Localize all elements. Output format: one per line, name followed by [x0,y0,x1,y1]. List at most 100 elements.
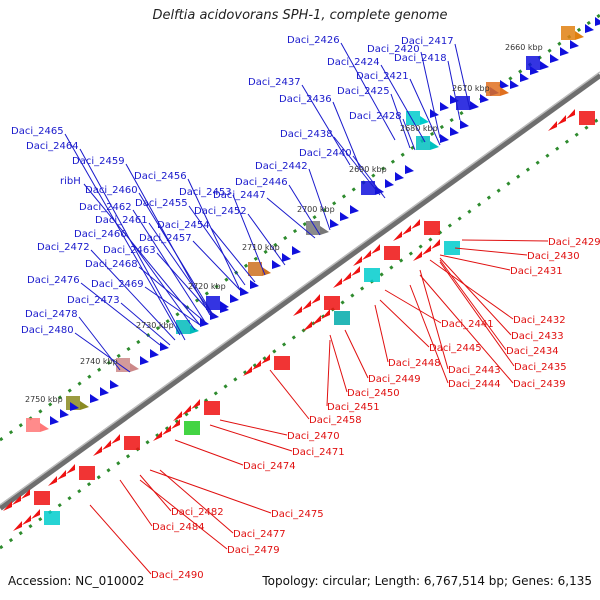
forward-gene-label: Daci_2480 [21,325,74,336]
reverse-gene-label: Daci_2479 [227,545,280,556]
reverse-gene-block [413,239,460,261]
forward-gene-label: Daci_2455 [135,198,188,209]
scale-label: 2680 kbp [400,124,438,133]
forward-gene-block [306,205,359,235]
reverse-gene-label: Daci_2444 [448,379,501,390]
forward-gene-block [526,40,579,70]
forward-gene-block [66,380,119,410]
reverse-gene-label: Daci_2430 [527,251,580,262]
reverse-gene-label: Daci_2439 [513,379,566,390]
forward-gene-label: Daci_2459 [72,156,125,167]
forward-gene-label: Daci_2426 [287,35,340,46]
reverse-gene-label: Daci_2443 [448,365,501,376]
reverse-gene-label: Daci_2482 [171,507,224,518]
reverse-gene-block [3,489,50,511]
reverse-gene-block [173,399,220,421]
reverse-gene-label: Daci_2432 [513,315,566,326]
forward-gene-label: Daci_2420 [367,44,420,55]
genome-backbone [0,71,600,511]
gene-features [3,17,600,531]
scale-label: 2660 kbp [505,43,543,52]
forward-gene-label: Daci_2440 [299,148,352,159]
reverse-gene-label: Daci_2431 [510,266,563,277]
reverse-gene-block [293,294,340,316]
scale-label: 2710 kbp [242,243,280,252]
reverse-gene-label: Daci_2434 [506,346,559,357]
forward-gene-label: Daci_2442 [255,161,308,172]
forward-gene-label: Daci_2473 [67,295,120,306]
scale-label: 2740 kbp [80,357,118,366]
forward-gene-label: Daci_2447 [213,190,266,201]
forward-gene-label: Daci_2452 [194,206,247,217]
forward-gene-label: Daci_2462 [79,202,132,213]
reverse-gene-label: Daci_2484 [152,522,205,533]
forward-gene-label: Daci_2463 [103,245,156,256]
reverse-gene-label: Daci_2448 [388,358,441,369]
forward-gene-label: Daci_2468 [85,259,138,270]
forward-gene-label: Daci_2421 [356,71,409,82]
forward-gene-block [116,342,169,372]
forward-gene-label: ribH [60,176,81,187]
reverse-gene-block [48,464,95,486]
genome-summary-text: Topology: circular; Length: 6,767,514 bp… [262,574,592,588]
scale-label: 2720 kbp [188,282,226,291]
reverse-gene-block [353,244,400,266]
forward-gene-block [26,402,79,432]
forward-gene-label: Daci_2437 [248,77,301,88]
reverse-gene-label: Daci_2450 [347,388,400,399]
reverse-gene-label: Daci_2429 [548,237,600,248]
reverse-gene-block [13,509,60,531]
scale-label: 2690 kbp [349,165,387,174]
forward-gene-label: Daci_2478 [25,309,78,320]
reverse-gene-block [333,266,380,288]
reverse-gene-label: Daci_2471 [292,447,345,458]
scale-label: 2730 kbp [136,321,174,330]
reverse-gene-block [243,354,290,376]
reverse-gene-label: Daci_2470 [287,431,340,442]
forward-gene-block [416,120,469,150]
forward-gene-label: Daci_2461 [95,215,148,226]
forward-gene-label: Daci_2460 [85,185,138,196]
reverse-gene-label: Daci_2477 [233,529,286,540]
reverse-gene-label: Daci_2451 [327,402,380,413]
reverse-gene-block [153,419,200,441]
forward-gene-label: Daci_2438 [280,129,333,140]
forward-gene-label: Daci_2456 [134,171,187,182]
reverse-gene-block [93,434,140,456]
forward-gene-label: Daci_2464 [26,141,79,152]
forward-gene-label: Daci_2469 [91,279,144,290]
reverse-gene-label: Daci_2449 [368,374,421,385]
reverse-gene-label: Daci_2435 [514,362,567,373]
label-leader-lines [64,42,549,575]
reverse-gene-label: Daci_2475 [271,509,324,520]
forward-gene-label: Daci_2476 [27,275,80,286]
forward-gene-label: Daci_2425 [337,86,390,97]
scale-labels: 2660 kbp 2670 kbp 2680 kbp 2690 kbp 2700 kbp… [25,43,543,404]
reverse-gene-block [548,109,595,131]
reverse-gene-label: Daci_2445 [429,343,482,354]
scale-label: 2700 kbp [297,205,335,214]
forward-gene-block [486,66,539,96]
forward-gene-label: Daci_2457 [139,233,192,244]
forward-gene-block [206,280,259,310]
forward-gene-label: Daci_2424 [327,57,380,68]
forward-gene-label: Daci_2472 [37,242,90,253]
forward-gene-label: Daci_2446 [235,177,288,188]
forward-gene-label: Daci_2436 [279,94,332,105]
inner-tick-row [0,116,600,550]
forward-gene-label: Daci_2418 [394,53,447,64]
reverse-gene-label: Daci_2441 [441,319,494,330]
reverse-gene-label: Daci_2474 [243,461,296,472]
accession-text: Accession: NC_010002 [8,574,145,588]
forward-gene-label: Daci_2454 [157,220,210,231]
forward-gene-label: Daci_2453 [179,187,232,198]
forward-gene-label: Daci_2465 [11,126,64,137]
scale-label: 2670 kbp [452,84,490,93]
forward-gene-block [561,17,600,40]
reverse-gene-label: Daci_2490 [151,570,204,581]
forward-gene-label: Daci_2466 [74,229,127,240]
reverse-gene-label: Daci_2458 [309,415,362,426]
reverse-gene-block [303,309,350,331]
